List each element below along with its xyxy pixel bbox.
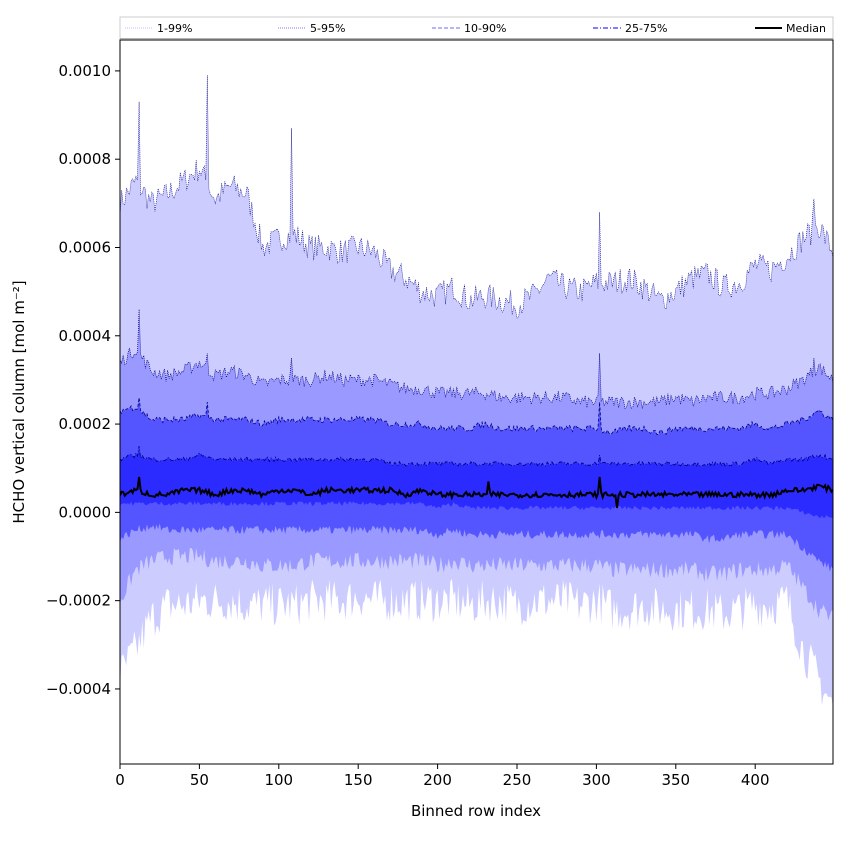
x-tick-label: 250 [503, 771, 532, 789]
legend-label: 5-95% [310, 22, 345, 35]
x-tick-label: 0 [115, 771, 125, 789]
x-tick-label: 200 [423, 771, 452, 789]
y-tick-label: 0.0002 [59, 415, 112, 433]
y-tick-label: −0.0004 [46, 680, 111, 698]
y-tick-label: 0.0006 [59, 238, 112, 256]
legend-label: 1-99% [157, 22, 192, 35]
plot-area [120, 75, 833, 707]
band-25-75-upper-line [120, 446, 833, 468]
x-tick-label: 350 [661, 771, 690, 789]
axes: 0 50 100 150 200 250 300 350 400 −0.0004 −0.0002 0.… [46, 39, 834, 789]
median-line [120, 476, 833, 509]
x-axis-label: Binned row index [411, 802, 541, 820]
y-tick-label: 0.0004 [59, 327, 112, 345]
legend-label: 10-90% [464, 22, 506, 35]
x-tick-label: 50 [190, 771, 209, 789]
x-tick-label: 300 [582, 771, 611, 789]
y-tick-label: 0.0000 [59, 503, 112, 521]
y-tick-label: 0.0010 [59, 62, 112, 80]
band-25-75 [120, 446, 833, 519]
x-tick-label: 150 [344, 771, 373, 789]
y-tick-label: −0.0002 [46, 592, 111, 610]
legend: 1-99% 5-95% 10-90% 25-75% Median [119, 16, 834, 40]
legend-label: 25-75% [625, 22, 667, 35]
x-tick-label: 100 [264, 771, 293, 789]
y-tick-label: 0.0008 [59, 150, 112, 168]
axes-frame [119, 39, 834, 765]
y-axis-label: HCHO vertical column [mol m⁻²] [10, 280, 28, 523]
band-5-95-upper-line [120, 309, 833, 410]
legend-label: Median [786, 22, 826, 35]
band-1-99-upper-line [120, 75, 833, 319]
x-tick-label: 400 [741, 771, 770, 789]
band-10-90-upper-line [120, 397, 833, 436]
